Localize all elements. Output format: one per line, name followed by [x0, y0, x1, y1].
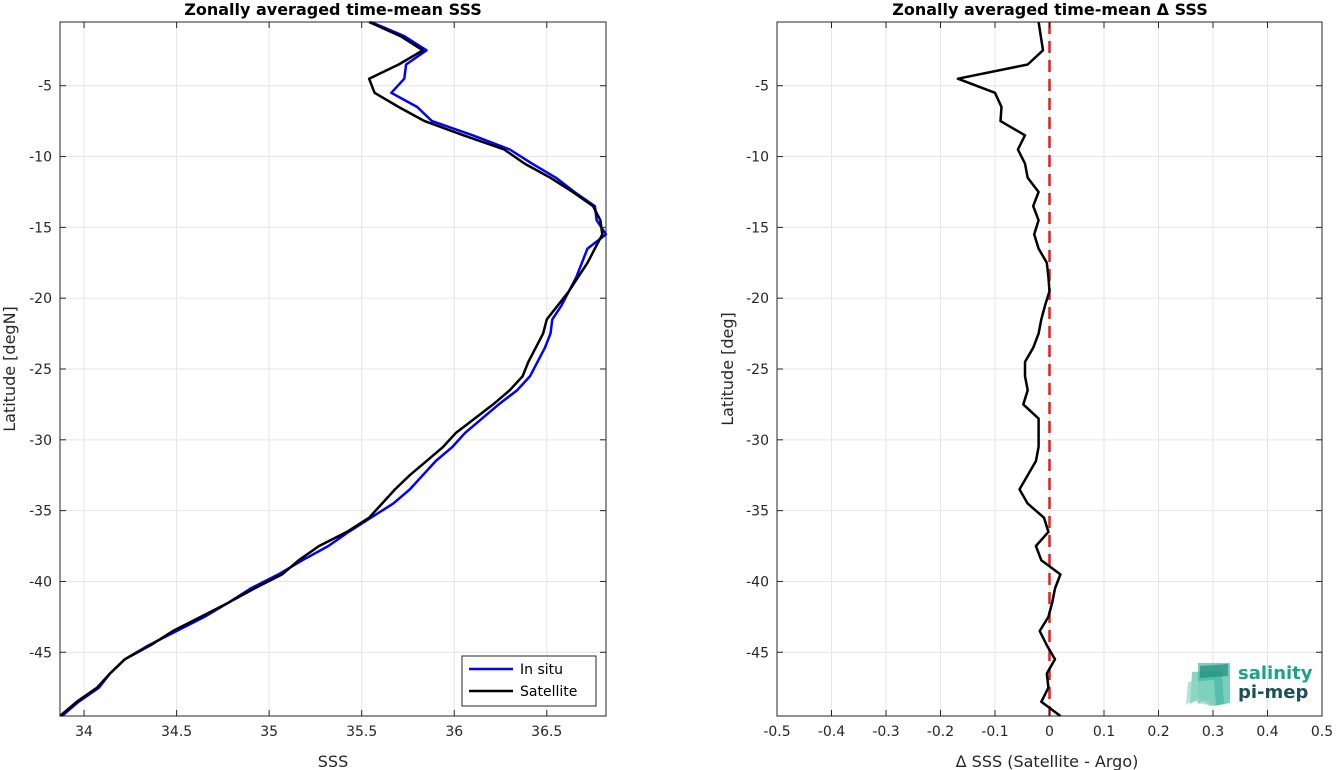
right-chart-title: Zonally averaged time-mean Δ SSS	[892, 0, 1208, 19]
left-y-tick-label: -15	[29, 220, 52, 236]
right-x-tick-label: -0.5	[763, 724, 790, 740]
left-x-tick-label: 34.5	[161, 724, 192, 740]
left-y-axis-label: Latitude [degN]	[0, 306, 19, 432]
legend-label-satellite: Satellite	[520, 684, 577, 700]
left-series-lines	[59, 20, 608, 717]
right-x-tick-label: 0	[1045, 724, 1054, 740]
right-y-tick-label: -15	[746, 220, 769, 236]
left-series-line-satellite	[59, 20, 604, 717]
right-y-tick-label: -45	[746, 645, 769, 661]
right-series-line-delta-sss	[956, 21, 1062, 718]
right-y-ticks: -5 -10 -15 -20 -25 -30 -35 -40 -45	[746, 79, 1322, 661]
left-y-tick-label: -5	[38, 79, 52, 95]
right-grid	[776, 22, 1323, 716]
legend: In situ Satellite	[461, 655, 597, 707]
right-x-axis-label: Δ SSS (Satellite - Argo)	[956, 752, 1139, 770]
legend-box	[461, 655, 597, 707]
salinity-pi-mep-logo: salinity pi-mep	[1186, 663, 1313, 706]
left-y-ticks: -5 -10 -15 -20 -25 -30 -35 -40 -45	[29, 79, 606, 661]
left-y-tick-label: -45	[29, 645, 52, 661]
right-y-tick-label: -30	[746, 433, 769, 449]
left-x-tick-label: 36	[445, 724, 463, 740]
left-y-tick-label: -30	[29, 433, 52, 449]
right-y-tick-label: -5	[755, 79, 769, 95]
right-y-tick-label: -40	[746, 574, 769, 590]
right-x-tick-label: -0.3	[872, 724, 899, 740]
right-x-tick-label: 0.2	[1147, 724, 1169, 740]
left-x-axis-label: SSS	[318, 752, 348, 770]
left-chart-title: Zonally averaged time-mean SSS	[184, 0, 482, 19]
left-chart: 34 34.5 35 35.5 36 36.5 -5-10-15-20-25-30-35-…	[0, 0, 608, 770]
right-y-axis-label: Latitude [deg]	[718, 312, 737, 426]
logo-text-salinity: salinity	[1238, 663, 1313, 684]
right-series-lines	[956, 21, 1062, 718]
logo-emblem-icon	[1186, 663, 1230, 706]
right-x-tick-label: 0.5	[1311, 724, 1333, 740]
right-x-tick-label: 0.1	[1093, 724, 1115, 740]
right-x-ticks: -0.5 -0.4 -0.3 -0.2 -0.1 0 0.1 0.2 0.3 0.4 0.5	[763, 22, 1333, 740]
logo-text-pi-mep: pi-mep	[1238, 682, 1308, 703]
right-y-tick-label: -20	[746, 291, 769, 307]
legend-label-in-situ: In situ	[520, 662, 563, 678]
left-x-tick-label: 36.5	[531, 724, 562, 740]
left-grid	[60, 22, 606, 716]
right-y-tick-label: -10	[746, 150, 769, 166]
left-y-tick-label: -10	[29, 150, 52, 166]
left-y-tick-label: -25	[29, 362, 52, 378]
right-x-tick-label: 0.3	[1202, 724, 1224, 740]
left-y-tick-label: -40	[29, 574, 52, 590]
left-x-tick-label: 34	[75, 724, 93, 740]
right-chart: -0.5 -0.4 -0.3 -0.2 -0.1 0 0.1 0.2 0.3 0.4 0.5 -5-…	[718, 0, 1333, 770]
left-x-ticks: 34 34.5 35 35.5 36 36.5	[75, 22, 562, 740]
right-y-tick-label: -35	[746, 504, 769, 520]
left-y-tick-label: -20	[29, 291, 52, 307]
left-x-tick-label: 35.5	[346, 724, 377, 740]
right-x-tick-label: -0.2	[927, 724, 954, 740]
left-x-tick-label: 35	[260, 724, 278, 740]
left-y-tick-label: -35	[29, 504, 52, 520]
right-x-tick-label: 0.4	[1256, 724, 1278, 740]
right-x-tick-label: -0.4	[818, 724, 845, 740]
right-y-tick-label: -25	[746, 362, 769, 378]
right-x-tick-label: -0.1	[981, 724, 1008, 740]
